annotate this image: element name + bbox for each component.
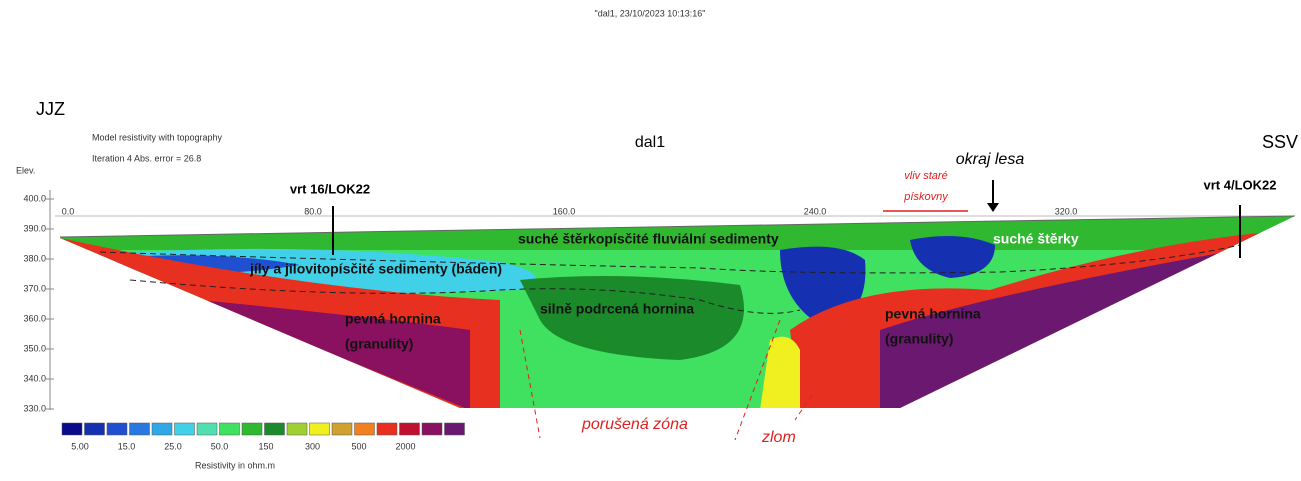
legend-swatch [196, 422, 218, 436]
annotation: vliv staré [904, 170, 947, 182]
annotation: suché štěrkopísčité fluviální sedimenty [518, 231, 779, 247]
legend-title: Resistivity in ohm.m [195, 460, 275, 470]
layer [910, 236, 995, 278]
x-ticks: 0.0 80.0 160.0 240.0 320.0 [62, 206, 1078, 216]
legend-label: 500 [351, 441, 366, 451]
legend-label: 15.0 [118, 441, 136, 451]
legend-swatch [354, 422, 375, 436]
legend-swatch [376, 422, 398, 436]
layer [60, 216, 1295, 250]
annotation: pevná hornina [345, 311, 441, 327]
annotation: vrt 4/LOK22 [1204, 177, 1277, 192]
y-tick-label: 380.0 [23, 253, 46, 263]
legend-label: 2000 [395, 441, 415, 451]
annotation: silně podrcená hornina [540, 301, 694, 317]
x-tick-label: 320.0 [1055, 206, 1078, 216]
legend-swatch [444, 422, 465, 436]
layer [520, 276, 744, 360]
legend: 5.00 15.0 25.0 50.0 150 300 500 2000 [61, 422, 465, 451]
legend-swatch [331, 422, 353, 436]
x-tick-label: 80.0 [304, 206, 322, 216]
y-tick-label: 400.0 [23, 193, 46, 203]
y-tick-label: 370.0 [23, 283, 46, 293]
x-tick-label: 160.0 [553, 206, 576, 216]
legend-swatch [174, 422, 195, 436]
layer [760, 336, 800, 408]
topography [59, 215, 1296, 238]
legend-swatch [106, 422, 128, 436]
annotation: okraj lesa [956, 151, 1025, 168]
annotation: (granulity) [345, 336, 413, 352]
annotation: porušená zóna [581, 416, 688, 433]
legend-label: 5.00 [71, 441, 89, 451]
legend-swatch [84, 422, 105, 436]
y-tick-label: 340.0 [23, 373, 46, 383]
annotation: suché štěrky [993, 231, 1079, 247]
legend-label: 300 [305, 441, 320, 451]
annotation: pískovny [903, 191, 949, 203]
legend-swatch [61, 422, 83, 436]
boundary [129, 279, 801, 314]
annotation: vrt 16/LOK22 [290, 181, 370, 196]
elev-label: Elev. [16, 165, 35, 175]
fault-line [734, 319, 781, 441]
legend-swatch [421, 422, 443, 436]
x-tick-label: 0.0 [62, 206, 75, 216]
legend-swatch [264, 422, 285, 436]
y-tick-label: 350.0 [23, 343, 46, 353]
model-line: Model resistivity with topography [92, 132, 223, 142]
profile-name: dal1 [635, 134, 665, 151]
arrow [987, 203, 999, 212]
legend-swatch [286, 422, 308, 436]
y-tick-label: 360.0 [23, 313, 46, 323]
fault-line [519, 329, 541, 439]
legend-swatch [399, 422, 420, 436]
title: "dal1, 23/10/2023 10:13:16" [595, 8, 706, 18]
y-tick-label: 390.0 [23, 223, 46, 233]
y-tick-label: 330.0 [23, 403, 46, 413]
legend-swatch [151, 422, 173, 436]
model-line: Iteration 4 Abs. error = 26.8 [92, 153, 201, 163]
legend-swatch [241, 422, 263, 436]
direction-left: JJZ [36, 99, 65, 119]
annotation: (granulity) [885, 331, 953, 347]
legend-swatch [129, 422, 150, 436]
direction-right: SSV [1262, 132, 1298, 152]
annotation: jíly a jílovitopísčité sedimenty (báden) [249, 261, 502, 277]
legend-label: 25.0 [164, 441, 182, 451]
annotation: pevná hornina [885, 306, 981, 322]
legend-label: 50.0 [211, 441, 229, 451]
annotation: zlom [761, 429, 796, 446]
y-ticks: 400.0 390.0 380.0 370.0 360.0 350.0 340.0 330.0 [23, 193, 54, 413]
x-tick-label: 240.0 [804, 206, 827, 216]
legend-swatch [219, 422, 240, 436]
legend-label: 150 [258, 441, 273, 451]
legend-swatch [309, 422, 330, 436]
